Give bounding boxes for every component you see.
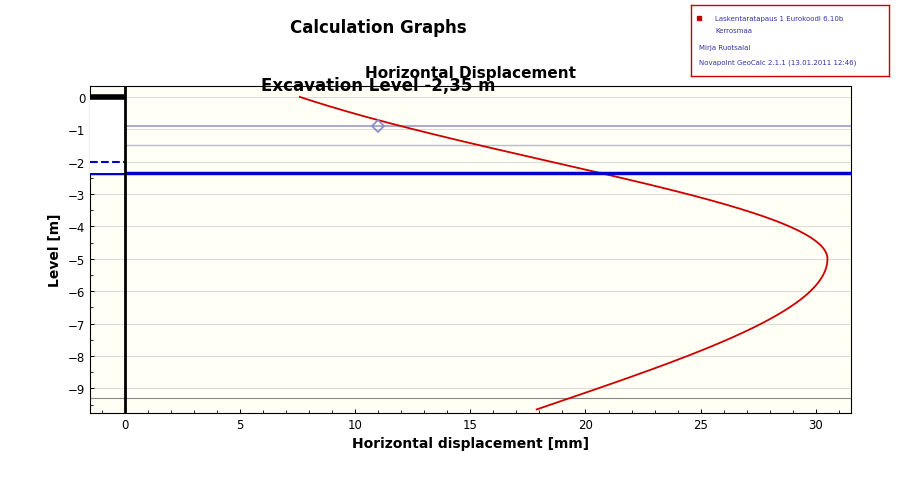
Text: Mirja Ruotsalai: Mirja Ruotsalai [699,46,751,51]
Text: Novapoint GeoCalc 2.1.1 (13.01.2011 12:46): Novapoint GeoCalc 2.1.1 (13.01.2011 12:4… [699,60,857,66]
Bar [90,98,124,174]
Y-axis label: Level [m]: Level [m] [49,213,62,286]
X-axis label: Horizontal displacement [mm]: Horizontal displacement [mm] [352,436,589,450]
Text: Excavation Level -2,35 m: Excavation Level -2,35 m [261,77,495,95]
Title: Horizontal Displacement: Horizontal Displacement [364,66,576,81]
Text: Calculation Graphs: Calculation Graphs [290,19,466,37]
Text: Laskentaratapaus 1 Eurokoodi 6.10b: Laskentaratapaus 1 Eurokoodi 6.10b [715,15,843,22]
Text: Kerrosmaa: Kerrosmaa [715,28,752,34]
